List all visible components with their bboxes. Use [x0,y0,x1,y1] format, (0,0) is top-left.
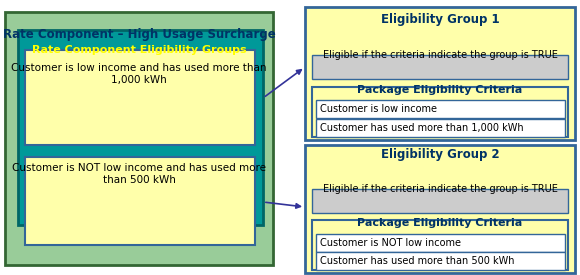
Text: Customer is low income and has used more than
1,000 kWh: Customer is low income and has used more… [11,63,267,85]
Text: Eligibility Group 1: Eligibility Group 1 [380,13,499,26]
Text: Customer is NOT low income and has used more
than 500 kWh: Customer is NOT low income and has used … [12,163,266,185]
Bar [316,252,565,270]
Text: Eligible if the criteria indicate the group is TRUE: Eligible if the criteria indicate the gr… [322,50,557,60]
Text: Package Eligibility Criteria: Package Eligibility Criteria [357,218,523,228]
Bar [305,7,575,140]
Text: Customer has used more than 500 kWh: Customer has used more than 500 kWh [320,256,514,266]
Bar [25,50,255,145]
Text: Rate Component Eligibility Groups: Rate Component Eligibility Groups [32,45,246,55]
Bar [305,145,575,273]
Bar [316,100,565,118]
Text: Customer has used more than 1,000 kWh: Customer has used more than 1,000 kWh [320,123,524,133]
Text: Eligibility Group 2: Eligibility Group 2 [380,148,499,161]
Text: Customer is NOT low income: Customer is NOT low income [320,238,461,248]
Bar [25,157,255,245]
Bar [316,119,565,137]
Bar [18,30,263,225]
Bar [316,234,565,252]
Text: Rate Component – High Usage Surcharge: Rate Component – High Usage Surcharge [3,28,275,41]
Bar [312,220,568,270]
Text: Customer is low income: Customer is low income [320,104,437,114]
Bar [312,87,568,137]
Text: Package Eligibility Criteria: Package Eligibility Criteria [357,85,523,95]
Bar [5,12,273,265]
Bar [312,189,568,213]
Text: Eligible if the criteria indicate the group is TRUE: Eligible if the criteria indicate the gr… [322,184,557,194]
Bar [312,55,568,79]
